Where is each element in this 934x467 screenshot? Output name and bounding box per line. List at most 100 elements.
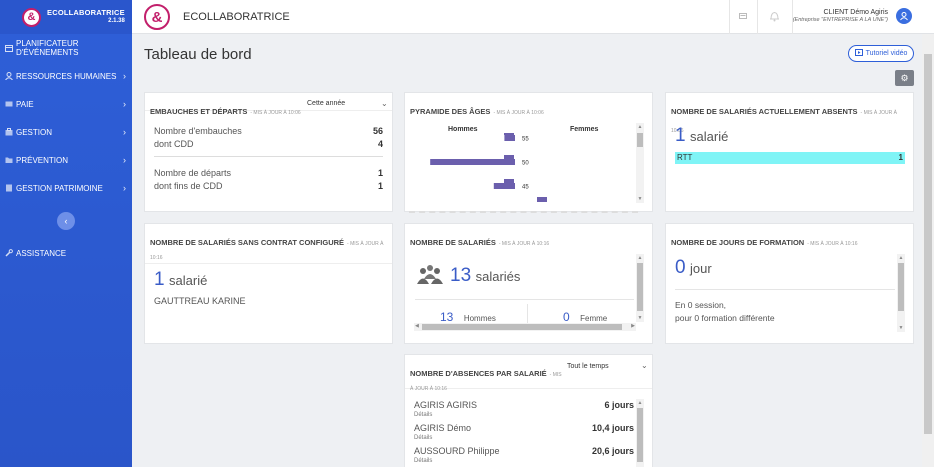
absence-employee-value: 20,6 jours	[591, 446, 634, 456]
details-link[interactable]: Détails	[414, 458, 433, 464]
chevron-right-icon: ›	[123, 71, 126, 81]
card-updated: - MIS À JOUR À 10:06	[671, 110, 897, 134]
pyramid-age-label: 50	[522, 161, 529, 167]
training-distinct: pour 0 formation différente	[675, 313, 775, 323]
scroll-up-icon[interactable]: ▲	[637, 124, 643, 130]
period-select[interactable]: Tout le temps	[567, 363, 609, 370]
scroll-down-icon[interactable]: ▼	[637, 315, 643, 321]
card-updated-time: 10:16	[150, 255, 163, 261]
scroll-right-icon[interactable]: ▶	[631, 323, 635, 329]
page-scrollbar[interactable]	[922, 34, 934, 467]
scroll-left-icon[interactable]: ◀	[415, 323, 419, 329]
page-scroll-thumb[interactable]	[924, 54, 932, 434]
absence-employee-value: 10,4 jours	[591, 423, 634, 433]
people-group-icon	[415, 264, 445, 291]
chevron-down-icon[interactable]: ⌄	[641, 361, 648, 370]
card-updated: - MIS À JOUR À 10:16	[807, 241, 858, 247]
sidebar-item-planificateur[interactable]: Planificateur d'événements	[0, 34, 132, 62]
messages-icon[interactable]	[739, 12, 747, 22]
sidebar: & ECOLLABORATRICE 2.1.38 Planificateur d…	[0, 0, 132, 467]
pyramid-bar-men[interactable]	[430, 159, 515, 165]
pyramid-bar-men[interactable]	[493, 183, 515, 189]
sidebar-item-label: Planificateur d'événements	[16, 39, 79, 57]
card-title: Embauches et départs	[150, 107, 248, 116]
card-absences: Nombre d'absences par salarié - MIS À JOU…	[404, 354, 653, 467]
period-select[interactable]: Cette année	[307, 100, 346, 107]
details-link[interactable]: Détails	[414, 435, 433, 441]
brand-version: 2.1.38	[108, 18, 125, 24]
chevron-right-icon: ›	[123, 155, 126, 165]
details-link[interactable]: Détails	[414, 412, 433, 418]
employee-name[interactable]: GAUTTREAU KARINE	[154, 296, 246, 306]
stat-label: Nombre de départs	[154, 168, 232, 178]
card-scrollbar[interactable]: ▲	[636, 399, 644, 467]
sidebar-item-gestion[interactable]: Gestion ›	[0, 118, 132, 146]
sidebar-item-assistance[interactable]: Assistance	[0, 239, 132, 267]
card-icon	[5, 100, 13, 108]
pyramid-age-label: 45	[522, 185, 529, 191]
card-title: Nombre de jours de formation	[671, 238, 805, 247]
scroll-down-icon[interactable]: ▼	[898, 325, 904, 331]
card-scrollbar[interactable]: ▲ ▼	[636, 254, 644, 322]
bell-icon[interactable]	[769, 10, 780, 25]
stat-label: Nombre d'embauches	[154, 126, 242, 136]
age-pyramid-chart: 55 50 45	[430, 133, 547, 202]
chevron-down-icon[interactable]: ⌄	[381, 99, 388, 108]
gear-icon: ⚙	[900, 72, 909, 83]
absent-count: 1	[675, 125, 686, 146]
divider	[154, 156, 383, 157]
card-scrollbar[interactable]: ▲ ▼	[897, 254, 905, 332]
divider	[527, 304, 528, 324]
absent-count-line: 1 salarié	[675, 125, 728, 147]
absence-type-bar[interactable]: RTT 1	[675, 152, 905, 164]
scroll-thumb[interactable]	[637, 408, 643, 462]
women-label: Femme	[580, 314, 608, 323]
pyramid-bar-women[interactable]	[537, 197, 547, 202]
user-icon	[5, 72, 13, 81]
stat-value: 4	[377, 139, 383, 149]
logo-icon[interactable]: &	[144, 4, 170, 30]
pyramid-bar-men[interactable]	[504, 133, 514, 135]
sidebar-collapse-button[interactable]: ‹	[57, 212, 75, 230]
training-days-unit: jour	[690, 261, 712, 276]
card-updated-time: À JOUR À 10:16	[410, 386, 447, 392]
user-avatar-icon[interactable]	[896, 8, 912, 24]
top-header: & ECOLLABORATRICE CLIENT Démo Agiris (En…	[132, 0, 934, 34]
sidebar-item-paie[interactable]: Paie ›	[0, 90, 132, 118]
sidebar-item-label: Assistance	[16, 248, 67, 258]
absence-employee-name: AGIRIS Démo	[414, 423, 472, 433]
wrench-icon	[5, 249, 13, 257]
scroll-thumb[interactable]	[637, 133, 643, 147]
scroll-thumb[interactable]	[898, 263, 904, 311]
card-formation: Nombre de jours de formation - MIS À JOUR…	[665, 223, 914, 344]
card-scrollbar-horizontal[interactable]: ◀ ▶	[414, 323, 636, 331]
dashboard-settings-button[interactable]: ⚙	[895, 70, 914, 86]
tutorial-video-label: Tutoriel vidéo	[865, 50, 908, 57]
divider	[675, 289, 895, 290]
pyramid-age-label: 55	[522, 137, 529, 143]
pyramid-bar-men[interactable]	[504, 135, 515, 141]
pyramid-bar-men[interactable]	[504, 179, 514, 183]
chevron-right-icon: ›	[123, 183, 126, 193]
sidebar-item-label: Prévention	[16, 155, 69, 165]
client-name[interactable]: CLIENT Démo Agiris	[823, 9, 888, 16]
scroll-down-icon[interactable]: ▼	[637, 196, 643, 202]
pyramid-bar-men[interactable]	[504, 155, 514, 159]
scroll-up-icon[interactable]: ▲	[637, 400, 643, 406]
card-updated: - MIS À JOUR À 10:06	[493, 110, 544, 116]
tutorial-video-button[interactable]: Tutoriel vidéo	[848, 45, 914, 62]
absence-employee-value: 6 jours	[604, 400, 634, 410]
chart-scrollbar[interactable]: ▲ ▼	[636, 123, 644, 203]
scroll-up-icon[interactable]: ▲	[637, 255, 643, 261]
sidebar-item-label: Paie	[16, 99, 34, 109]
sidebar-brand[interactable]: & ECOLLABORATRICE 2.1.38	[0, 0, 132, 34]
training-sessions: En 0 session,	[675, 300, 727, 310]
sidebar-item-rh[interactable]: Ressources humaines ›	[0, 62, 132, 90]
stat-value: 1	[377, 168, 383, 178]
scroll-thumb[interactable]	[422, 324, 622, 330]
sidebar-item-patrimoine[interactable]: Gestion patrimoine ›	[0, 174, 132, 202]
scroll-up-icon[interactable]: ▲	[898, 255, 904, 261]
scroll-thumb[interactable]	[637, 263, 643, 311]
sidebar-item-prevention[interactable]: Prévention ›	[0, 146, 132, 174]
card-updated: - MIS À JOUR À 10:06	[250, 110, 301, 116]
